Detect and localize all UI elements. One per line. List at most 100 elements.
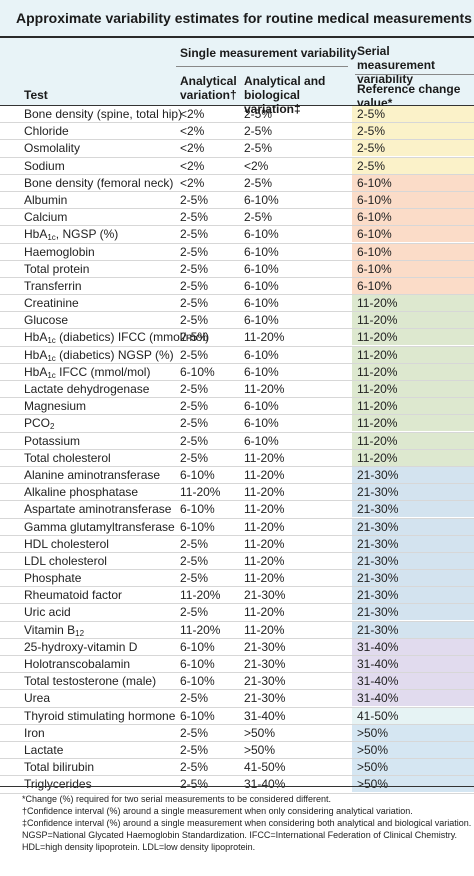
cell-analytical-biological: 11-20% (244, 536, 285, 551)
cell-test-name: Rheumatoid factor (24, 588, 123, 603)
cell-test: Albumin (24, 192, 67, 209)
table-row: Total cholesterol 2-5% 11-20% 11-20% (0, 449, 474, 467)
cell-reference-change: 11-20% (352, 415, 474, 432)
cell-test: Osmolality (24, 140, 80, 157)
cell-analytical: <2% (180, 124, 205, 139)
cell-reference-change: 6-10% (352, 277, 474, 294)
cell-test-name: LDL cholesterol (24, 553, 107, 568)
cell-test: Iron (24, 725, 45, 742)
cell-analytical-biological: 6-10% (244, 433, 279, 448)
cell-analytical: 6-10% (180, 708, 215, 723)
cell-analytical: <2% (180, 141, 205, 156)
cell-test-suffix: (diabetics) IFCC (mmol/mol) (55, 330, 210, 345)
cell-test: PCO2 (24, 415, 54, 435)
cell-analytical-biological: 21-30% (244, 674, 286, 689)
table-row: Albumin 2-5% 6-10% 6-10% (0, 191, 474, 210)
table-row: Lactate 2-5% >50% >50% (0, 741, 474, 760)
cell-test-subscript: 1c (47, 233, 56, 243)
cell-analytical: 6-10% (180, 467, 215, 482)
cell-reference-change: 2-5% (352, 123, 474, 140)
cell-test-name: Bone density (femoral neck) (24, 175, 174, 190)
table-row: HbA1c (diabetics) IFCC (mmol/mol) 2-5% 11-… (0, 329, 474, 347)
table-row: Alanine aminotransferase 6-10% 11-20% 21-30… (0, 466, 474, 485)
cell-reference-change: 21-30% (352, 621, 474, 638)
cell-test-suffix: (diabetics) NGSP (%) (55, 347, 174, 362)
cell-analytical-biological: 2-5% (244, 141, 273, 156)
cell-test-subscript: 12 (75, 628, 85, 638)
cell-reference-change: 31-40% (352, 673, 474, 690)
cell-analytical: 2-5% (180, 313, 209, 328)
cell-analytical: 2-5% (180, 416, 209, 431)
cell-test: Magnesium (24, 398, 86, 415)
cell-reference-change: 6-10% (352, 191, 474, 208)
cell-reference-change: 21-30% (352, 552, 474, 569)
footnote: *Change (%) required for two serial meas… (22, 794, 331, 804)
cell-analytical: 2-5% (180, 227, 209, 242)
table-row: Total testosterone (male) 6-10% 21-30% 31-4… (0, 673, 474, 691)
cell-test-name: Thyroid stimulating hormone (24, 708, 176, 723)
cell-analytical: 11-20% (180, 588, 221, 603)
header-analytical-biological: Analytical and biological variation‡ (244, 74, 326, 116)
cell-test-suffix: , NGSP (%) (55, 227, 119, 242)
cell-test: Lactate (24, 742, 63, 759)
cell-test: Phosphate (24, 570, 81, 587)
cell-analytical-biological: 21-30% (244, 639, 286, 654)
cell-analytical: 2-5% (180, 382, 209, 396)
cell-test-name: Holotranscobalamin (24, 657, 131, 671)
table-row: LDL cholesterol 2-5% 11-20% 21-30% (0, 552, 474, 571)
cell-reference-change: 21-30% (352, 518, 474, 535)
cell-analytical-biological: >50% (244, 742, 276, 757)
header-group-single: Single measurement variability (180, 46, 357, 60)
cell-test-name: Alanine aminotransferase (24, 467, 161, 482)
cell-reference-change: >50% (352, 776, 474, 793)
cell-reference-change: 6-10% (352, 243, 474, 260)
footnotes: *Change (%) required for two serial meas… (0, 786, 474, 876)
cell-analytical: 2-5% (180, 433, 209, 448)
table-row: Total bilirubin 2-5% 41-50% >50% (0, 759, 474, 777)
cell-test-name: Albumin (24, 192, 68, 207)
cell-test-name: Transferrin (24, 278, 82, 293)
table-row: Bone density (spine, total hip) <2% 2-5% 2-… (0, 106, 474, 124)
cell-analytical-biological: 21-30% (244, 691, 286, 706)
cell-test-name: HbA (24, 364, 48, 379)
cell-test-subscript: 2 (50, 422, 55, 432)
cell-analytical: 2-5% (180, 691, 209, 706)
table-row: Triglycerides 2-5% 31-40% >50% (0, 776, 474, 794)
cell-test: Lactate dehydrogenase (24, 381, 149, 398)
cell-analytical: 6-10% (180, 502, 215, 517)
cell-test: Transferrin (24, 278, 82, 295)
cell-test: Triglycerides (24, 776, 92, 793)
cell-test: Total cholesterol (24, 450, 111, 467)
cell-test-name: Magnesium (24, 399, 87, 414)
cell-reference-change: 21-30% (352, 570, 474, 587)
cell-reference-change: 11-20% (352, 363, 474, 380)
table-row: Alkaline phosphatase 11-20% 11-20% 21-30% (0, 484, 474, 502)
cell-test: Glucose (24, 312, 68, 329)
cell-analytical-biological: 6-10% (244, 227, 279, 242)
cell-analytical: 2-5% (180, 192, 209, 207)
cell-analytical-biological: 11-20% (244, 467, 285, 482)
cell-test-name: HbA (24, 347, 48, 362)
cell-reference-change: >50% (352, 741, 474, 758)
table-row: 25-hydroxy-vitamin D 6-10% 21-30% 31-40% (0, 638, 474, 656)
cell-reference-change: 21-30% (352, 484, 474, 501)
cell-test-name: Creatinine (24, 296, 79, 311)
table-row: Iron 2-5% >50% >50% (0, 724, 474, 742)
cell-analytical-biological: >50% (244, 725, 276, 740)
cell-reference-change: 11-20% (352, 346, 474, 363)
header-group-serial: Serial measurement variability (357, 44, 436, 86)
cell-test-name: Aspartate aminotransferase (24, 502, 172, 517)
cell-analytical-biological: 2-5% (244, 210, 273, 225)
cell-analytical-biological: 6-10% (244, 416, 279, 431)
cell-analytical: 2-5% (180, 571, 209, 586)
cell-test-name: Phosphate (24, 571, 82, 586)
cell-test-name: Total testosterone (male) (24, 674, 157, 689)
header-test: Test (24, 88, 48, 102)
cell-reference-change: 11-20% (352, 398, 474, 415)
cell-test-name: Haemoglobin (24, 244, 95, 259)
header-analytical: Analytical variation† (180, 74, 237, 102)
cell-analytical-biological: 6-10% (244, 347, 279, 362)
cell-analytical: 6-10% (180, 674, 215, 689)
table-row: Gamma glutamyltransferase 6-10% 11-20% 21-3… (0, 518, 474, 536)
cell-reference-change: 31-40% (352, 638, 474, 655)
